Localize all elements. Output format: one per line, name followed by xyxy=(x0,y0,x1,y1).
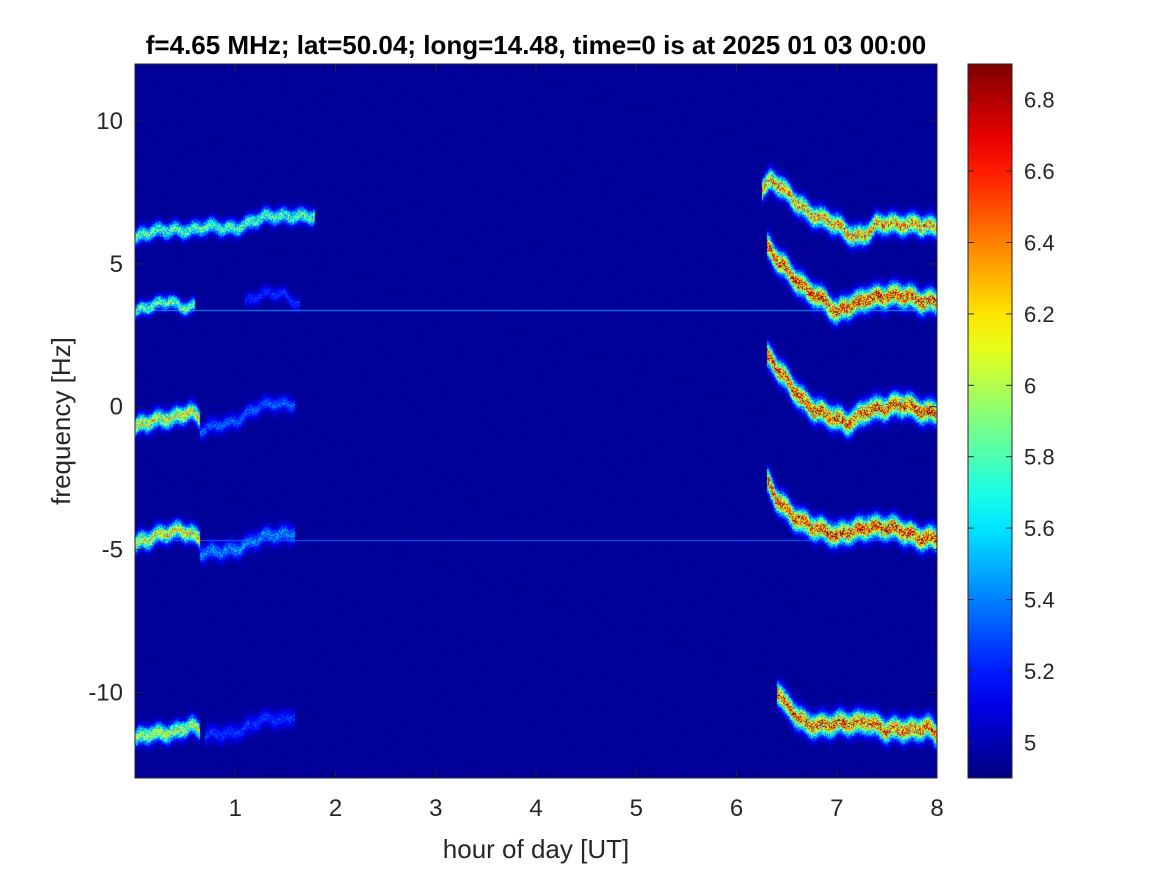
y-axis-label: frequency [Hz] xyxy=(46,337,76,505)
colorbar-tick-label: 6.2 xyxy=(1024,302,1055,327)
x-tick-label: 6 xyxy=(730,795,743,822)
colorbar-tick-label: 6.6 xyxy=(1024,159,1055,184)
chart-title: f=4.65 MHz; lat=50.04; long=14.48, time=… xyxy=(146,30,926,60)
x-axis-label: hour of day [UT] xyxy=(443,834,629,864)
colorbar-ticks: 5 5.2 5.4 5.6 5.8 6 6.2 6.4 6.6 6.8 xyxy=(968,88,1055,755)
x-tick-label: 4 xyxy=(529,795,542,822)
x-axis-ticks: 1 2 3 4 5 6 7 8 xyxy=(229,64,944,822)
colorbar-tick-label: 6.4 xyxy=(1024,231,1055,256)
x-tick-label: 2 xyxy=(329,795,342,822)
colorbar-tick-label: 5 xyxy=(1024,730,1036,755)
colorbar-tick-label: 5.8 xyxy=(1024,445,1055,470)
colorbar-tick-label: 5.6 xyxy=(1024,516,1055,541)
y-tick-label: -5 xyxy=(102,537,123,564)
x-tick-label: 3 xyxy=(429,795,442,822)
x-tick-label: 1 xyxy=(229,795,242,822)
plot-area: 1 2 3 4 5 6 7 8 -10 -5 0 5 10 xyxy=(88,63,944,822)
colorbar-tick-label: 6 xyxy=(1024,373,1036,398)
x-tick-label: 7 xyxy=(830,795,843,822)
y-tick-label: 10 xyxy=(96,108,123,135)
y-tick-label: 5 xyxy=(110,251,123,278)
y-tick-label: -10 xyxy=(88,679,123,706)
heatmap-canvas xyxy=(135,64,937,778)
colorbar-fill xyxy=(967,63,1013,779)
colorbar-tick-label: 5.2 xyxy=(1024,659,1055,684)
x-tick-label: 5 xyxy=(630,795,643,822)
colorbar-tick-label: 6.8 xyxy=(1024,88,1055,113)
colorbar-tick-label: 5.4 xyxy=(1024,588,1055,613)
y-axis-ticks: -10 -5 0 5 10 xyxy=(88,108,937,706)
x-tick-label: 8 xyxy=(930,795,943,822)
y-tick-label: 0 xyxy=(110,394,123,421)
colorbar: 5 5.2 5.4 5.6 5.8 6 6.2 6.4 6.6 6.8 xyxy=(967,63,1055,779)
